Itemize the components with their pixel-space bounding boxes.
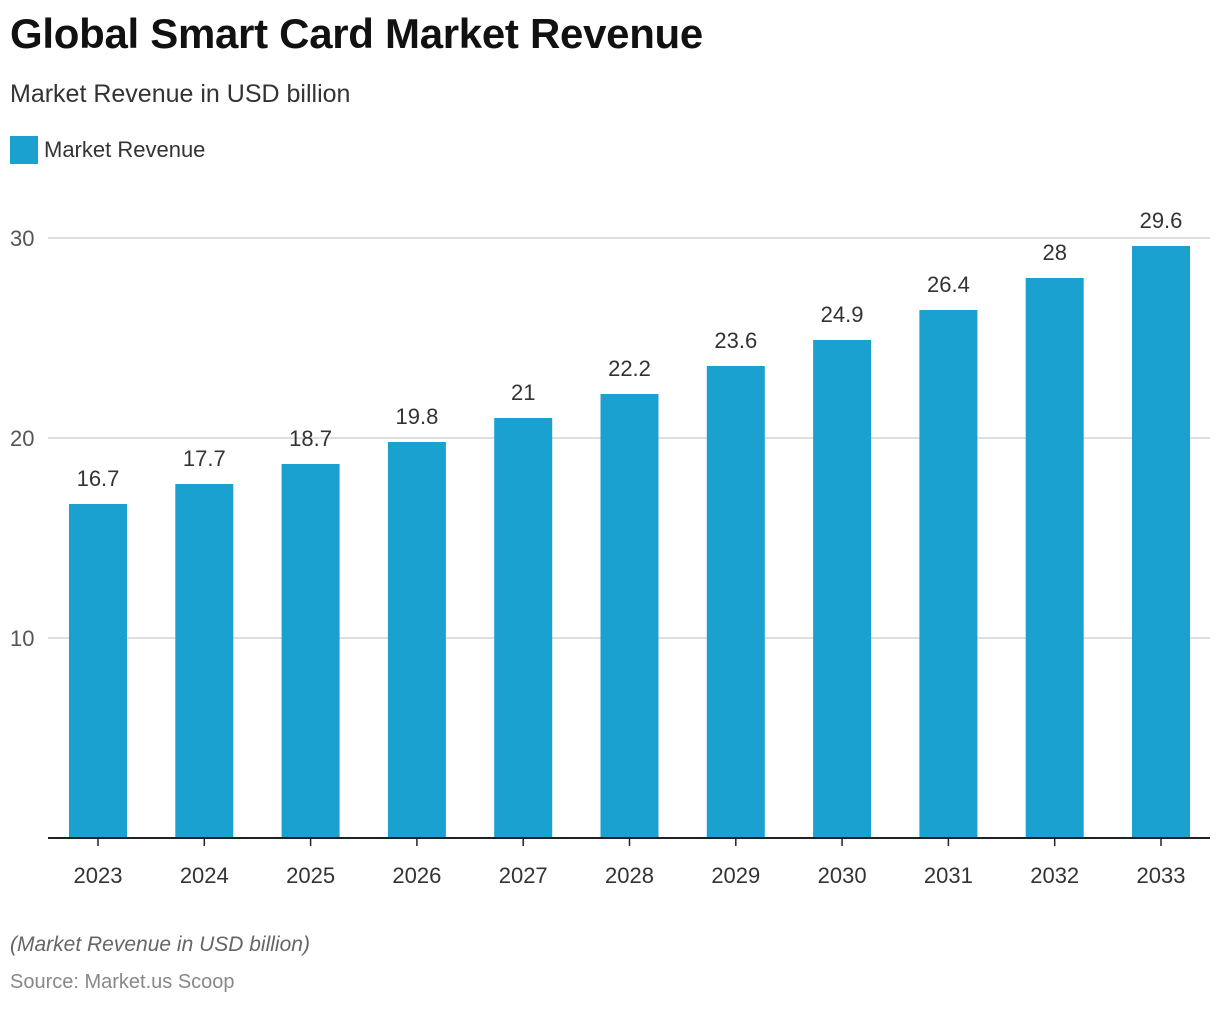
x-tick-label: 2026 (392, 863, 441, 888)
data-label: 21 (511, 380, 535, 405)
bar[interactable] (175, 484, 234, 838)
x-tick-label: 2028 (605, 863, 654, 888)
x-tick-label: 2029 (711, 863, 760, 888)
data-label: 28 (1042, 240, 1066, 265)
x-tick-label: 2031 (924, 863, 973, 888)
chart-note: (Market Revenue in USD billion) (10, 933, 310, 956)
bar[interactable] (600, 394, 659, 838)
legend: Market Revenue (10, 136, 205, 164)
x-tick-label: 2023 (74, 863, 123, 888)
chart-subtitle: Market Revenue in USD billion (10, 80, 351, 108)
bar[interactable] (706, 366, 765, 838)
chart-title: Global Smart Card Market Revenue (10, 10, 703, 57)
bar[interactable] (919, 310, 978, 838)
data-label: 22.2 (608, 356, 651, 381)
x-tick-label: 2030 (818, 863, 867, 888)
y-tick-label: 20 (10, 426, 34, 451)
legend-swatch (10, 136, 38, 164)
data-label: 16.7 (77, 466, 120, 491)
data-label: 26.4 (927, 272, 970, 297)
legend-label: Market Revenue (44, 137, 206, 162)
bar[interactable] (494, 418, 553, 838)
data-label: 23.6 (714, 328, 757, 353)
data-labels: 16.7 17.7 18.7 19.8 21 22.2 23.6 24.9 26.4 28 29.6 (77, 208, 1183, 491)
x-tick-label: 2024 (180, 863, 229, 888)
data-label: 17.7 (183, 446, 226, 471)
bar[interactable] (69, 504, 127, 838)
bars (69, 246, 1190, 838)
bar[interactable] (813, 340, 872, 838)
bar[interactable] (281, 464, 340, 838)
bar[interactable] (1132, 246, 1190, 838)
data-label: 19.8 (395, 404, 438, 429)
source-credit: Source: Market.us Scoop (10, 971, 235, 993)
x-axis-labels: 2023 2024 2025 2026 2027 2028 2029 2030 2031 2032… (74, 838, 1186, 888)
y-tick-label: 10 (10, 626, 34, 651)
bar[interactable] (387, 442, 446, 838)
x-tick-label: 2032 (1030, 863, 1079, 888)
data-label: 29.6 (1140, 208, 1183, 233)
y-tick-label: 30 (10, 226, 34, 251)
x-tick-label: 2025 (286, 863, 335, 888)
x-tick-label: 2027 (499, 863, 548, 888)
data-label: 24.9 (821, 302, 864, 327)
bar[interactable] (1025, 278, 1084, 838)
data-label: 18.7 (289, 426, 332, 451)
x-tick-label: 2033 (1137, 863, 1186, 888)
